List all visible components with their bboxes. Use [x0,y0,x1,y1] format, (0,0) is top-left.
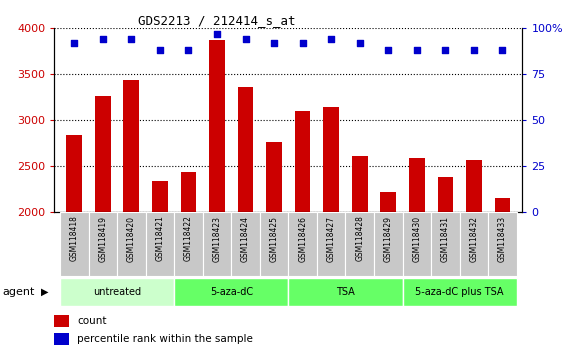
Bar [203,212,231,276]
Text: GSM118433: GSM118433 [498,216,507,262]
Text: agent: agent [3,287,35,297]
Point [212,31,222,37]
Bar [238,87,254,212]
Text: GSM118427: GSM118427 [327,216,336,262]
Text: GSM118418: GSM118418 [70,216,79,262]
Bar [494,198,510,212]
Bar [380,192,396,212]
Point [327,36,336,42]
Point [98,36,107,42]
Bar [231,212,260,276]
Text: GSM118432: GSM118432 [469,216,478,262]
Text: 5-aza-dC plus TSA: 5-aza-dC plus TSA [416,287,504,297]
Text: GSM118431: GSM118431 [441,216,450,262]
Point [241,36,250,42]
Bar [345,212,374,276]
Bar [317,212,345,276]
Bar [95,96,111,212]
Bar [260,212,288,276]
Text: GSM118425: GSM118425 [270,216,279,262]
Text: ▶: ▶ [41,287,49,297]
Bar [180,172,196,212]
Bar [60,278,174,306]
Bar [352,156,368,212]
Text: untreated: untreated [93,287,141,297]
Bar [123,80,139,212]
Bar [295,111,311,212]
Text: GSM118419: GSM118419 [98,216,107,262]
Point [270,40,279,46]
Text: GSM118421: GSM118421 [155,216,164,262]
Text: 5-aza-dC: 5-aza-dC [210,287,253,297]
Point [412,47,421,53]
Bar [89,212,117,276]
Text: GSM118429: GSM118429 [384,216,393,262]
Point [70,40,79,46]
Text: GDS2213 / 212414_s_at: GDS2213 / 212414_s_at [138,14,296,27]
Bar [54,315,69,327]
Text: GSM118428: GSM118428 [355,216,364,262]
Text: percentile rank within the sample: percentile rank within the sample [77,334,253,344]
Text: GSM118420: GSM118420 [127,216,136,262]
Bar [60,212,89,276]
Bar [488,212,517,276]
Bar [66,135,82,212]
Point [498,47,507,53]
Bar [266,142,282,212]
Text: TSA: TSA [336,287,355,297]
Text: GSM118422: GSM118422 [184,216,193,262]
Bar [403,212,431,276]
Text: count: count [77,316,107,326]
Point [384,47,393,53]
Text: GSM118424: GSM118424 [241,216,250,262]
Text: GSM118430: GSM118430 [412,216,421,262]
Bar [437,177,453,212]
Bar [460,212,488,276]
Bar [146,212,174,276]
Point [127,36,136,42]
Bar [323,108,339,212]
Bar [117,212,146,276]
Point [298,40,307,46]
Text: GSM118426: GSM118426 [298,216,307,262]
Bar [374,212,403,276]
Bar [288,212,317,276]
Bar [54,333,69,345]
Bar [174,278,288,306]
Bar [209,40,225,212]
Bar [174,212,203,276]
Point [441,47,450,53]
Point [184,47,193,53]
Text: GSM118423: GSM118423 [212,216,222,262]
Bar [466,160,482,212]
Bar [403,278,517,306]
Point [469,47,478,53]
Point [155,47,164,53]
Bar [152,181,168,212]
Bar [288,278,403,306]
Bar [409,158,425,212]
Bar [431,212,460,276]
Point [355,40,364,46]
